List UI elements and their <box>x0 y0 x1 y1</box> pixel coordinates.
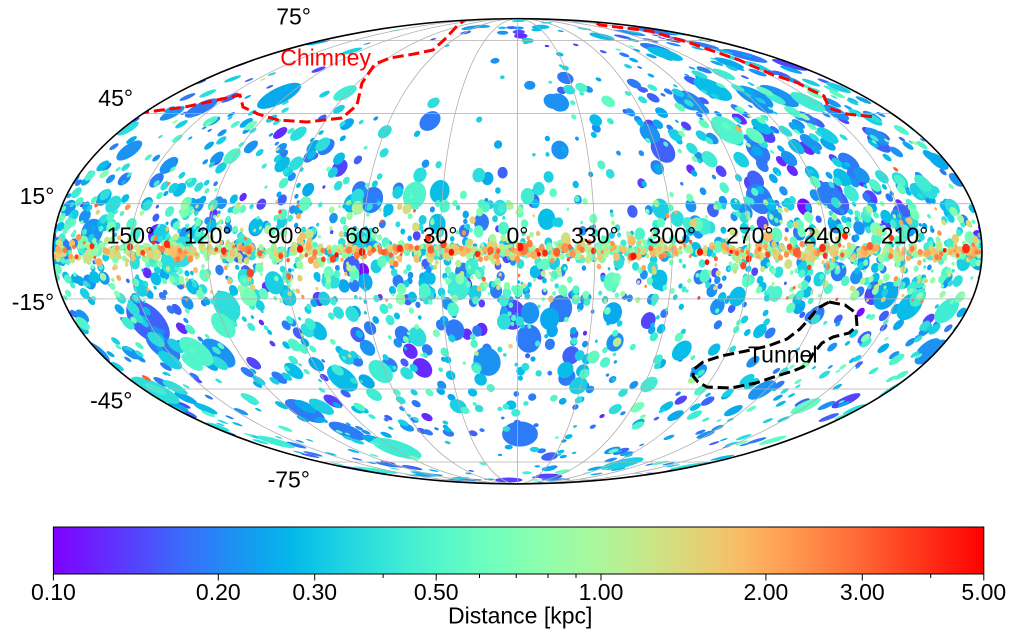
svg-text:0.20: 0.20 <box>196 579 241 605</box>
svg-text:15°: 15° <box>20 183 55 209</box>
svg-text:75°: 75° <box>276 3 311 29</box>
svg-text:5.00: 5.00 <box>961 579 1006 605</box>
svg-text:90°: 90° <box>268 223 303 249</box>
svg-text:0.30: 0.30 <box>292 579 337 605</box>
svg-text:60°: 60° <box>345 223 380 249</box>
svg-text:210°: 210° <box>881 223 929 249</box>
svg-text:Tunnel: Tunnel <box>748 342 817 368</box>
svg-text:3.00: 3.00 <box>840 579 885 605</box>
svg-text:300°: 300° <box>649 223 697 249</box>
svg-text:240°: 240° <box>803 223 851 249</box>
svg-text:330°: 330° <box>571 223 619 249</box>
svg-text:-75°: -75° <box>268 466 310 492</box>
svg-text:45°: 45° <box>98 85 133 111</box>
svg-text:2.00: 2.00 <box>744 579 789 605</box>
svg-text:-45°: -45° <box>90 388 132 414</box>
svg-text:0.50: 0.50 <box>414 579 459 605</box>
svg-text:270°: 270° <box>726 223 774 249</box>
svg-text:30°: 30° <box>423 223 458 249</box>
svg-text:Chimney: Chimney <box>280 44 371 70</box>
svg-text:0°: 0° <box>507 223 529 249</box>
svg-text:1.00: 1.00 <box>579 579 624 605</box>
svg-text:Distance [kpc]: Distance [kpc] <box>448 602 592 628</box>
svg-text:-15°: -15° <box>12 289 54 315</box>
svg-text:0.10: 0.10 <box>31 579 76 605</box>
svg-text:150°: 150° <box>107 223 155 249</box>
svg-text:120°: 120° <box>184 223 232 249</box>
